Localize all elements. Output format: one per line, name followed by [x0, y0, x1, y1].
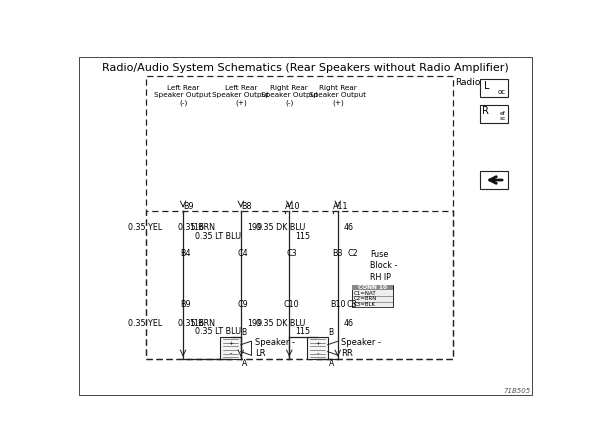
Text: B9: B9	[180, 300, 191, 309]
Text: A: A	[328, 359, 334, 368]
Bar	[352, 285, 393, 307]
Text: 199: 199	[247, 224, 262, 233]
Text: -: -	[229, 350, 232, 356]
Text: A10: A10	[285, 202, 300, 211]
Text: 0.35 YEL: 0.35 YEL	[128, 224, 162, 233]
Text: B4: B4	[180, 249, 190, 258]
Text: 116: 116	[189, 319, 204, 328]
Text: L: L	[484, 81, 489, 90]
Bar	[480, 105, 508, 123]
Text: Left Rear
Speaker Output
(-): Left Rear Speaker Output (-)	[154, 85, 212, 106]
Text: C1=NAT: C1=NAT	[353, 291, 376, 296]
Text: C10: C10	[284, 300, 299, 309]
Text: C3: C3	[346, 300, 357, 309]
Text: CONN 10: CONN 10	[358, 285, 387, 290]
Text: oc: oc	[498, 89, 506, 95]
Text: 0.35 BRN: 0.35 BRN	[178, 319, 215, 328]
Text: C3: C3	[286, 249, 297, 258]
Text: Right Rear
Speaker Output
(-): Right Rear Speaker Output (-)	[260, 85, 318, 106]
Text: Left Rear
Speaker Output
(+): Left Rear Speaker Output (+)	[212, 85, 269, 106]
Text: 46: 46	[344, 319, 354, 328]
Bar	[146, 76, 453, 359]
Text: B10: B10	[330, 300, 346, 309]
Text: C2: C2	[347, 249, 358, 258]
Bar	[308, 337, 328, 359]
Text: B: B	[242, 328, 247, 337]
Text: Speaker -
RR: Speaker - RR	[342, 338, 381, 358]
Text: 0.35 YEL: 0.35 YEL	[128, 319, 162, 328]
Bar	[480, 79, 508, 97]
Text: Radio: Radio	[455, 78, 481, 87]
Text: +: +	[315, 341, 320, 346]
Text: Speaker -
LR: Speaker - LR	[254, 338, 294, 358]
Text: Fuse
Block -
RH IP: Fuse Block - RH IP	[370, 250, 398, 281]
Text: B3: B3	[332, 249, 343, 258]
Text: B: B	[328, 328, 334, 337]
Bar	[146, 211, 453, 359]
Text: 71B505: 71B505	[504, 388, 531, 393]
Text: +: +	[228, 341, 233, 346]
Text: C2=BRN: C2=BRN	[353, 297, 377, 302]
Text: B8: B8	[241, 202, 252, 211]
Text: 0.35 DK BLU: 0.35 DK BLU	[256, 224, 305, 233]
Text: 0.35 LT BLU: 0.35 LT BLU	[195, 232, 241, 241]
Bar	[221, 337, 241, 359]
Text: 199: 199	[247, 319, 262, 328]
Text: 46: 46	[344, 224, 354, 233]
Text: C9: C9	[238, 300, 249, 309]
Bar	[352, 285, 393, 290]
Text: C3=BLK: C3=BLK	[353, 302, 375, 307]
Text: Radio/Audio System Schematics (Rear Speakers without Radio Amplifier): Radio/Audio System Schematics (Rear Spea…	[102, 64, 509, 73]
Text: 116: 116	[189, 224, 204, 233]
Text: 0.35 LT BLU: 0.35 LT BLU	[195, 327, 241, 336]
Text: 115: 115	[295, 327, 311, 336]
Text: R: R	[482, 106, 489, 116]
Bar	[480, 171, 508, 189]
Text: 115: 115	[295, 232, 311, 241]
Text: C4: C4	[238, 249, 248, 258]
Text: 0.35 BRN: 0.35 BRN	[178, 224, 215, 233]
Text: ef
sc: ef sc	[499, 111, 506, 121]
Text: B9: B9	[183, 202, 194, 211]
Text: A11: A11	[333, 202, 349, 211]
Text: 0.35 DK BLU: 0.35 DK BLU	[256, 319, 305, 328]
Text: Right Rear
Speaker Output
(+): Right Rear Speaker Output (+)	[309, 85, 367, 106]
Text: -: -	[316, 350, 319, 356]
Text: A: A	[242, 359, 247, 368]
